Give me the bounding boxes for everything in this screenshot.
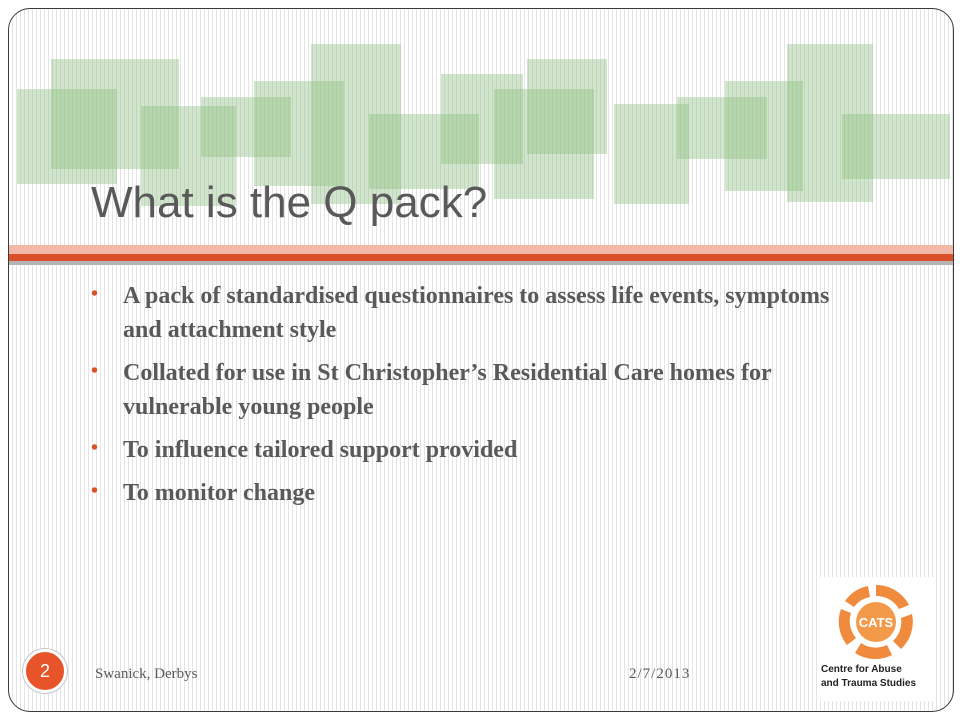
title-divider-shadow (9, 261, 953, 265)
deco-square (51, 59, 179, 169)
bullet-text: To influence tailored support provided (123, 437, 518, 463)
bullet-text: Collated for use in St Christopher’s Res… (123, 360, 772, 420)
deco-square (725, 81, 803, 191)
bullet-item: • A pack of standardised questionnaires … (89, 279, 849, 347)
bullet-item: • To influence tailored support provided (89, 433, 849, 467)
deco-square (369, 114, 479, 189)
bullet-icon: • (91, 360, 99, 382)
decorative-squares (17, 44, 950, 206)
logo-caption-line: Centre for Abuse (821, 664, 902, 675)
bullet-icon: • (91, 437, 99, 459)
bullet-text: A pack of standardised questionnaires to… (123, 283, 830, 343)
title-divider-accent (9, 254, 953, 261)
deco-square (311, 44, 401, 204)
bullet-icon: • (91, 283, 99, 305)
logo-acronym: CATS (859, 615, 894, 630)
deco-square (17, 89, 117, 184)
cats-logo-icon: CATS (838, 584, 913, 660)
bullet-item: • Collated for use in St Christopher’s R… (89, 356, 849, 424)
deco-square (201, 97, 291, 157)
cats-logo: CATS Centre for Abuse and Trauma Studies (817, 577, 935, 701)
deco-square (254, 81, 344, 186)
slide-title: What is the Q pack? (91, 178, 488, 227)
deco-square (441, 74, 523, 164)
deco-square (677, 97, 767, 159)
deco-square (527, 59, 607, 154)
deco-square (614, 104, 689, 204)
title-divider-light (9, 245, 953, 254)
deco-square (141, 106, 236, 206)
page-number-badge: 2 (23, 649, 67, 693)
deco-square (787, 44, 873, 202)
footer-location: Swanick, Derbys (95, 666, 198, 682)
footer-date: 2/7/2013 (629, 666, 691, 682)
bullet-list: • A pack of standardised questionnaires … (89, 279, 849, 519)
logo-caption: Centre for Abuse and Trauma Studies (821, 663, 933, 691)
bullet-icon: • (91, 480, 99, 502)
deco-square (842, 114, 950, 179)
bullet-text: To monitor change (123, 480, 316, 506)
deco-square (494, 89, 594, 199)
logo-caption-line: and Trauma Studies (821, 678, 917, 689)
slide: What is the Q pack? • A pack of standard… (8, 8, 954, 712)
bullet-item: • To monitor change (89, 476, 849, 510)
